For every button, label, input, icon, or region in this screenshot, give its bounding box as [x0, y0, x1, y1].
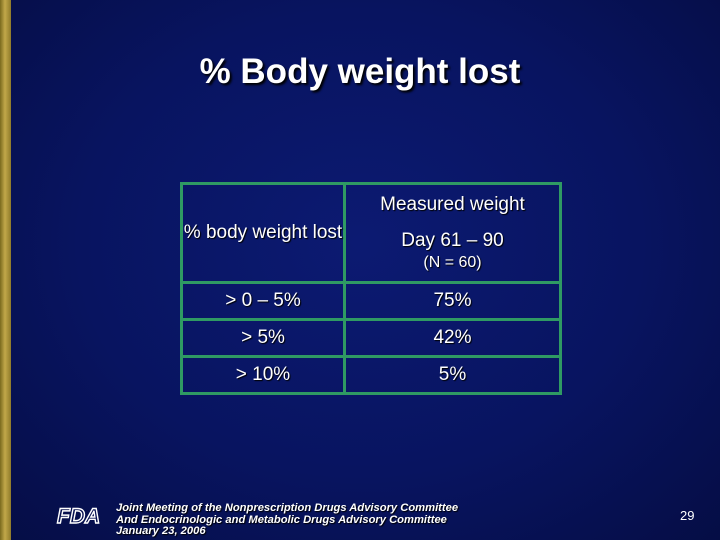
footer-line-3: January 23, 2006	[116, 525, 206, 537]
table-row: > 10% 5%	[180, 355, 562, 395]
row-value: 75%	[343, 281, 562, 321]
table-row: > 0 – 5% 75%	[180, 281, 562, 321]
header-body-weight-lost: % body weight lost	[180, 182, 346, 284]
page-number: 29	[680, 508, 695, 523]
table-row: > 5% 42%	[180, 318, 562, 358]
row-value: 5%	[343, 355, 562, 395]
row-value: 42%	[343, 318, 562, 358]
fda-logo-text: FDA	[57, 505, 100, 527]
footer-meeting-info: Joint Meeting of the Nonprescription Dru…	[116, 502, 536, 538]
header-measured-weight-label: Measured weight	[380, 194, 525, 215]
footer-line-1: Joint Meeting of the Nonprescription Dru…	[116, 502, 459, 514]
header-sample-size: (N = 60)	[423, 254, 482, 271]
footer-line-2: And Endocrinologic and Metabolic Drugs A…	[116, 513, 447, 526]
accent-bar	[0, 0, 11, 540]
row-range: > 10%	[180, 355, 346, 395]
table-header-row: % body weight lost Measured weight Day 6…	[180, 182, 562, 284]
slide-title: % Body weight lost	[199, 52, 521, 91]
row-range: > 5%	[180, 318, 346, 358]
weight-loss-table: % body weight lost Measured weight Day 6…	[180, 182, 562, 395]
header-measured-weight: Measured weight Day 61 – 90 (N = 60)	[343, 182, 562, 284]
fda-logo: FDA	[56, 504, 101, 527]
row-range: > 0 – 5%	[180, 281, 346, 321]
header-day-range: Day 61 – 90	[401, 230, 504, 251]
